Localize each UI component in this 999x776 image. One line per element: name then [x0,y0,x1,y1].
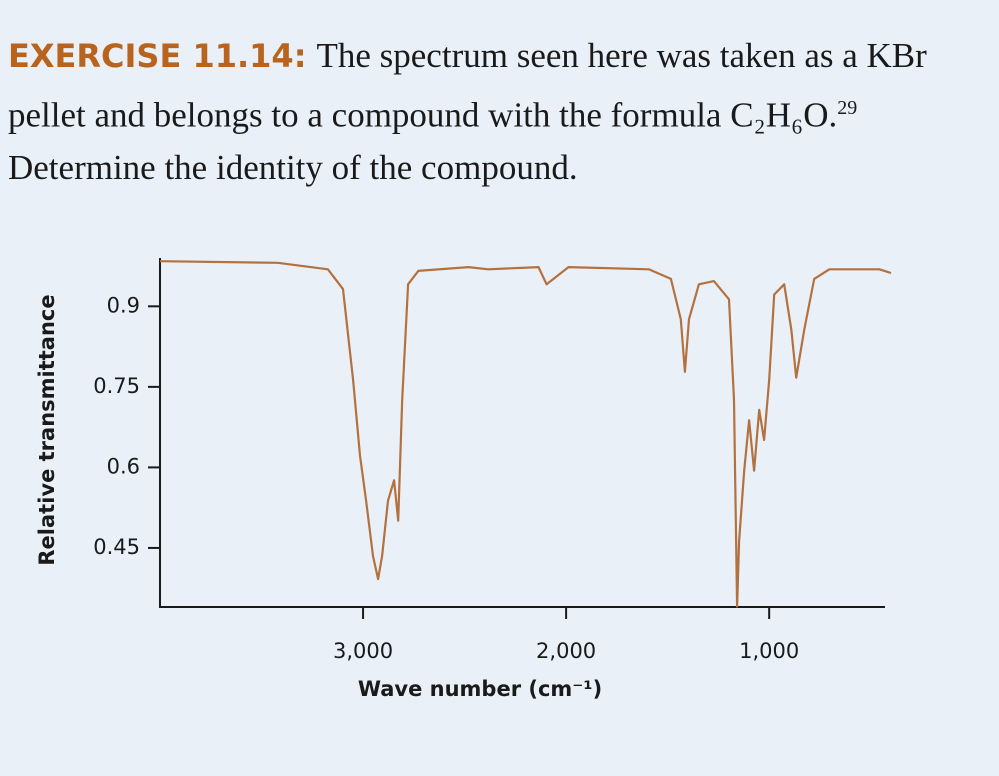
exercise-label: EXERCISE 11.14: [8,37,307,75]
x-tick-label: 2,000 [536,639,596,663]
y-tick-label: 0.6 [107,454,140,478]
footnote: 29 [837,97,858,119]
question: Determine the identity of the compound. [8,147,578,187]
x-tick-label: 1,000 [739,639,799,663]
y-tick-label: 0.9 [107,293,140,317]
y-tick-label: 0.75 [93,374,140,398]
spectrum-line [159,260,892,608]
exercise-text: The spectrum seen here was taken as a KB… [8,36,927,135]
y-axis-label: Relative transmittance [35,294,59,565]
x-tick-label: 3,000 [333,639,393,663]
y-tick-label: 0.45 [93,535,140,559]
exercise: EXERCISE 11.14: The spectrum seen here wa… [8,30,948,194]
formula: C₂H₆O. [730,95,838,135]
x-axis-label: Wave number (cm⁻¹) [358,677,602,701]
